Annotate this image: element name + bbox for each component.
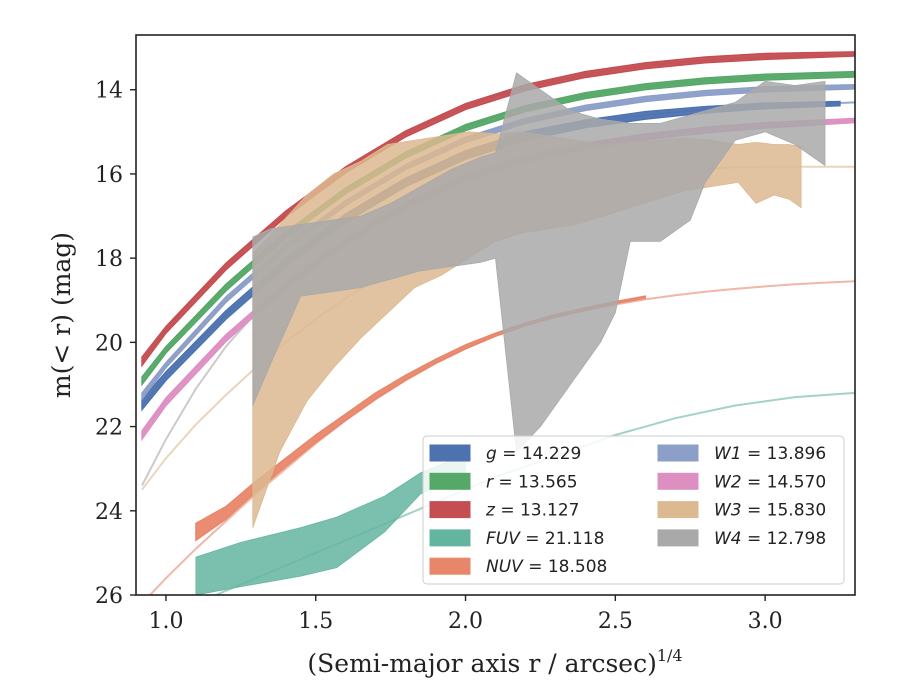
x-tick-label: 1.5: [298, 609, 333, 634]
x-axis-label-superscript: 1/4: [657, 646, 683, 665]
x-axis-label: (Semi-major axis r / arcsec)1/4: [307, 646, 682, 678]
legend-band-name: FUV: [486, 529, 521, 549]
legend-swatch-nuv: [429, 557, 471, 575]
legend-band-name: W2: [714, 472, 742, 492]
legend-band-value: = 21.118: [520, 529, 605, 549]
legend-band-value: = 14.570: [742, 472, 827, 492]
plot-frame: [135, 34, 856, 596]
legend-swatch-fuv: [429, 529, 471, 547]
legend-label-fuv: FUV = 21.118: [486, 529, 604, 549]
y-tick-label: 26: [95, 584, 123, 609]
series-nuv-profile-band: [195, 295, 646, 542]
legend-band-value: = 13.896: [742, 444, 827, 464]
x-tick-label: 1.0: [148, 609, 183, 634]
legend-band-value: = 18.508: [523, 557, 608, 577]
legend-label-g: g = 14.229: [486, 444, 581, 464]
legend-band-name: W1: [714, 444, 742, 464]
legend-band-name: W4: [714, 529, 742, 549]
y-axis-ticks: 14 16 18 20 22 24 26: [95, 79, 136, 609]
legend-band-name: r: [486, 472, 494, 492]
legend-label-w3: W3 = 15.830: [714, 501, 826, 521]
legend-swatch-w4: [657, 529, 699, 547]
x-axis-label-main: (Semi-major axis r / arcsec): [307, 649, 656, 678]
legend-label-nuv: NUV = 18.508: [486, 557, 607, 577]
y-tick-label: 16: [95, 163, 123, 188]
legend-label-w4: W4 = 12.798: [714, 529, 826, 549]
legend-band-value: = 14.229: [497, 444, 582, 464]
legend-swatch-w1: [657, 444, 699, 462]
y-tick-label: 14: [95, 79, 123, 104]
legend-band-value: = 15.830: [742, 501, 827, 521]
series-w4-profile-band: [252, 72, 826, 453]
y-tick-label: 24: [95, 500, 123, 525]
legend-band-value: = 13.127: [495, 501, 580, 521]
legend-band-name: NUV: [486, 557, 524, 577]
legend-swatch-w2: [657, 472, 699, 490]
legend-band-name: z: [485, 501, 496, 521]
legend-label-r: r = 13.565: [486, 472, 578, 492]
legend-swatch-w3: [657, 501, 699, 519]
x-tick-label: 3.0: [748, 609, 783, 634]
x-tick-label: 2.0: [448, 609, 483, 634]
legend-label-w2: W2 = 14.570: [714, 472, 826, 492]
legend-swatch-g: [429, 444, 471, 462]
x-axis-ticks: 1.0 1.5 2.0 2.5 3.0: [148, 595, 783, 634]
legend-band-name: W3: [714, 501, 742, 521]
y-axis-label: m(< r) (mag): [47, 232, 76, 398]
y-tick-label: 22: [95, 416, 123, 441]
legend-box: [422, 435, 845, 585]
x-tick-label: 2.5: [598, 609, 633, 634]
legend-swatch-r: [429, 472, 471, 490]
legend-band-value: = 12.798: [742, 529, 827, 549]
profile-bands: [141, 51, 855, 595]
legend-swatch-z: [429, 501, 471, 519]
legend-label-z: z = 13.127: [485, 501, 579, 521]
y-tick-label: 18: [95, 247, 123, 272]
y-tick-label: 20: [95, 331, 123, 356]
series-w4-model-line: [141, 312, 257, 486]
legend-label-w1: W1 = 13.896: [714, 444, 826, 464]
legend-band-value: = 13.565: [493, 472, 578, 492]
legend-band-name: g: [486, 444, 497, 464]
